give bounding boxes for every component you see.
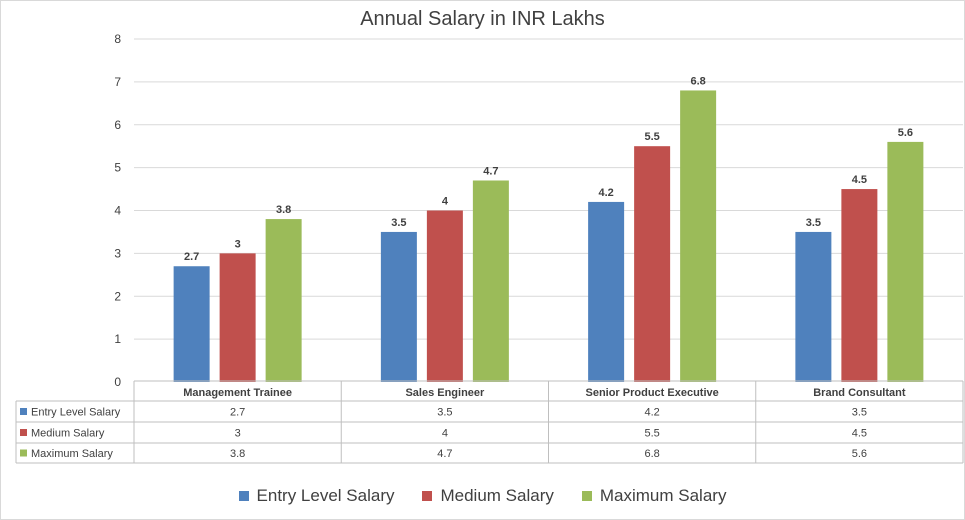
table-row-label: Maximum Salary xyxy=(31,448,113,460)
data-label: 4.7 xyxy=(483,165,498,177)
bar xyxy=(426,210,463,382)
data-label: 3.5 xyxy=(391,217,406,229)
data-label: 3 xyxy=(235,238,241,250)
bar xyxy=(841,189,878,382)
bar xyxy=(380,231,417,382)
category-label: Management Trainee xyxy=(183,387,292,399)
legend-item: Entry Level Salary xyxy=(238,486,395,506)
legend-label: Medium Salary xyxy=(440,486,554,505)
table-cell: 5.5 xyxy=(644,428,659,440)
data-label: 4.2 xyxy=(598,187,613,199)
legend-item: Maximum Salary xyxy=(581,486,727,506)
data-label: 3.5 xyxy=(806,217,821,229)
y-tick-label: 3 xyxy=(114,246,121,260)
data-label: 4.5 xyxy=(852,174,867,186)
bar xyxy=(173,266,210,382)
table-cell: 5.6 xyxy=(852,448,867,460)
y-tick-label: 6 xyxy=(114,118,121,132)
bar xyxy=(219,253,256,382)
table-cell: 2.7 xyxy=(230,407,245,419)
y-tick-label: 7 xyxy=(114,75,121,89)
bar xyxy=(472,180,509,382)
data-label: 5.5 xyxy=(644,131,659,143)
legend-swatch xyxy=(238,491,249,501)
table-cell: 6.8 xyxy=(644,448,659,460)
bar xyxy=(887,141,924,382)
legend-label: Maximum Salary xyxy=(599,486,727,505)
data-label: 6.8 xyxy=(690,75,705,87)
bar xyxy=(588,201,625,382)
chart-legend: Entry Level Salary Medium Salary Maximum S… xyxy=(0,486,965,506)
category-label: Brand Consultant xyxy=(813,387,906,399)
bar xyxy=(795,231,832,382)
chart-title: Annual Salary in INR Lakhs xyxy=(360,8,605,30)
bar xyxy=(265,219,302,382)
table-cell: 4 xyxy=(442,428,448,440)
data-label: 4 xyxy=(442,196,449,208)
y-tick-label: 1 xyxy=(114,332,121,346)
legend-swatch xyxy=(581,491,592,501)
table-cell: 3 xyxy=(235,428,241,440)
data-label: 5.6 xyxy=(898,127,913,139)
table-row-label: Entry Level Salary xyxy=(31,407,121,419)
data-label: 2.7 xyxy=(184,251,199,263)
bar xyxy=(634,146,671,382)
table-cell: 4.7 xyxy=(437,448,452,460)
legend-item: Medium Salary xyxy=(422,486,554,506)
table-cell: 4.5 xyxy=(852,428,867,440)
table-legend-key xyxy=(20,408,27,415)
legend-swatch xyxy=(422,491,433,501)
category-label: Sales Engineer xyxy=(405,387,485,399)
legend-label: Entry Level Salary xyxy=(256,486,395,505)
bar xyxy=(680,90,717,382)
y-tick-label: 0 xyxy=(114,375,121,389)
y-tick-label: 2 xyxy=(114,289,121,303)
table-legend-key xyxy=(20,449,27,457)
table-cell: 4.2 xyxy=(644,407,659,419)
table-cell: 3.5 xyxy=(852,407,867,419)
y-tick-label: 4 xyxy=(114,204,121,218)
y-tick-label: 8 xyxy=(114,32,121,46)
table-legend-key xyxy=(20,429,27,436)
table-row-label: Medium Salary xyxy=(31,428,105,440)
category-label: Senior Product Executive xyxy=(585,387,718,399)
table-cell: 3.5 xyxy=(437,407,452,419)
y-tick-label: 5 xyxy=(114,161,121,175)
table-cell: 3.8 xyxy=(230,448,245,460)
data-label: 3.8 xyxy=(276,204,291,216)
